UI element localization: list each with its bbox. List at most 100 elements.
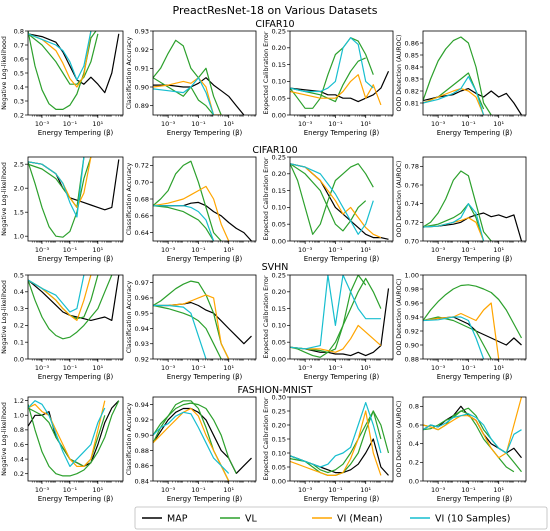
panel-cifar100-expected-calibration-error-line-vi-mean-1	[290, 163, 382, 239]
panel-fashion-mnist-expected-calibration-error-series	[290, 402, 390, 476]
panel-cifar100-ood-detection-auroc-frame	[422, 156, 527, 242]
panel-svhn-expected-calibration-error-ytick-label: 0.20	[272, 288, 286, 296]
panel-cifar10-classification-accuracy-ytick-label: 0.90	[135, 83, 149, 91]
panel-cifar100-expected-calibration-error-ytick-label: 0.20	[272, 170, 286, 178]
panel-cifar100-ood-detection-auroc-xlabel: Energy Tempering (β)	[437, 255, 513, 263]
row-title-cifar10: CIFAR10	[255, 19, 294, 30]
panel-cifar100-expected-calibration-error-ytick-label: 0.00	[272, 237, 286, 245]
panel-fashion-mnist-classification-accuracy-xtick-label: 10¹	[223, 486, 234, 494]
panel-fashion-mnist-expected-calibration-error-xtick-label: 10¹	[360, 486, 371, 494]
legend-frame	[134, 506, 548, 530]
panel-fashion-mnist-expected-calibration-error-xtick-label: 10⁻³	[298, 486, 313, 494]
panel-fashion-mnist-expected-calibration-error-line-vi-10-samples-1	[290, 402, 382, 468]
panel-fashion-mnist-classification-accuracy-ylabel: Classification Accuracy	[126, 403, 133, 476]
panel-cifar10-ood-detection-auroc-ytick-label: 0.83	[405, 75, 419, 83]
panel-cifar10-classification-accuracy-ytick-label: 0.92	[135, 46, 149, 54]
panel-cifar100-expected-calibration-error-ytick-label: 0.10	[272, 204, 286, 212]
panel-cifar100-ood-detection-auroc-ytick-label: 0.70	[405, 237, 419, 245]
panel-cifar10-negative-log-likelihood-ylabel: Negative Log-likelihood	[1, 36, 8, 110]
panel-fashion-mnist-classification-accuracy-ytick-label: 0.94	[135, 401, 149, 409]
panel-cifar100-classification-accuracy-line-vl-2	[153, 205, 215, 241]
panel-cifar10-negative-log-likelihood-xtick-label: 10⁻³	[35, 120, 50, 128]
panel-cifar10-expected-calibration-error-series	[290, 37, 390, 109]
panel-cifar10-negative-log-likelihood: 10⁻³ 10⁻¹ 10¹ 0.2 0.3 0.4 0.5 0.6 0.7 0.8 Energy T…	[1, 27, 124, 137]
panel-fashion-mnist-negative-log-likelihood-xtick-label: 10⁻¹	[63, 486, 78, 494]
panel-svhn-negative-log-likelihood-series	[28, 275, 120, 340]
panel-fashion-mnist-negative-log-likelihood: 10⁻³ 10⁻¹ 10¹ 0.2 0.4 0.6 0.8 1.0 1.2 Energy Temp…	[1, 396, 124, 503]
panel-svhn-negative-log-likelihood-xtick-label: 10¹	[92, 364, 103, 372]
panel-fashion-mnist-expected-calibration-error-ylabel: Expected Calibration Error	[263, 397, 270, 480]
panel-svhn-negative-log-likelihood-ylabel: Negative Log-likelihood	[1, 280, 8, 354]
panel-svhn-classification-accuracy-ytick-label: 0.97	[135, 279, 149, 287]
panel-fashion-mnist-negative-log-likelihood-xlabel: Energy Tempering (β)	[38, 495, 114, 503]
panel-cifar10-expected-calibration-error-ytick-label: 0.05	[272, 95, 286, 103]
panel-cifar10-negative-log-likelihood-line-vi-10-samples-1	[28, 31, 92, 81]
panel-cifar10-negative-log-likelihood-ytick-label: 0.3	[14, 97, 24, 105]
panel-svhn-classification-accuracy-ytick-label: 0.94	[135, 325, 149, 333]
panel-fashion-mnist-expected-calibration-error-line-vi-mean-1	[290, 410, 382, 476]
panel-cifar100-classification-accuracy-xlabel: Energy Tempering (β)	[167, 255, 243, 263]
panel-fashion-mnist-negative-log-likelihood-series	[28, 400, 120, 477]
panel-svhn-negative-log-likelihood-frame	[27, 274, 124, 360]
panel-fashion-mnist-classification-accuracy-line-vl-2	[153, 400, 230, 481]
panel-cifar100-negative-log-likelihood-ytick-label: 2.5	[14, 161, 24, 169]
panel-cifar10-ood-detection-auroc-xtick-label: 10¹	[493, 120, 504, 128]
panel-cifar100-ood-detection-auroc-ytick-label: 0.76	[405, 181, 419, 189]
panel-svhn-expected-calibration-error-line-vl-1	[290, 277, 382, 358]
panel-cifar100-negative-log-likelihood: 10⁻³ 10⁻¹ 10¹ 1.0 1.5 2.0 2.5 Energy Tempering …	[1, 156, 124, 263]
panel-fashion-mnist-ood-detection-auroc-ytick-label: 0.2	[409, 459, 419, 467]
panel-svhn-negative-log-likelihood-ytick-label: 0.2	[14, 322, 24, 330]
panel-cifar100-classification-accuracy-ytick-label: 0.70	[135, 179, 149, 187]
panel-cifar100-ood-detection-auroc-line-vl-1	[423, 170, 492, 241]
panel-cifar10-ood-detection-auroc-xlabel: Energy Tempering (β)	[437, 129, 513, 137]
panel-cifar10-expected-calibration-error-xtick-label: 10¹	[360, 120, 371, 128]
panel-cifar100-expected-calibration-error-xtick-label: 10⁻¹	[328, 246, 343, 254]
panel-fashion-mnist-classification-accuracy-ytick-label: 0.92	[135, 416, 149, 424]
panel-fashion-mnist-expected-calibration-error-ytick-label: 0.15	[272, 435, 286, 443]
panel-svhn-ood-detection-auroc-ytick-label: 0.98	[405, 285, 419, 293]
panel-cifar10-expected-calibration-error-line-vi-mean-1	[290, 74, 382, 106]
panel-cifar10-classification-accuracy-xtick-label: 10⁻¹	[191, 120, 206, 128]
panel-svhn-expected-calibration-error-ytick-label: 0.25	[272, 271, 286, 279]
panel-cifar100-ood-detection-auroc-xtick-label: 10⁻¹	[461, 246, 476, 254]
panels: 10⁻³ 10⁻¹ 10¹ 0.2 0.3 0.4 0.5 0.6 0.7 0.8 Energy T…	[1, 27, 527, 503]
panel-cifar100-expected-calibration-error-ytick-label: 0.15	[272, 187, 286, 195]
panel-fashion-mnist-classification-accuracy-ytick-label: 0.84	[135, 477, 149, 485]
panel-fashion-mnist-negative-log-likelihood-line-vi-10-samples-1	[28, 400, 106, 467]
panel-fashion-mnist-ood-detection-auroc-xtick-label: 10¹	[493, 486, 504, 494]
panel-cifar10-negative-log-likelihood-xtick-label: 10⁻¹	[63, 120, 78, 128]
panel-cifar100-classification-accuracy: 10⁻³ 10⁻¹ 10¹ 0.64 0.66 0.68 0.70 0.72 Energy Te…	[126, 156, 257, 263]
panel-svhn-negative-log-likelihood-xtick-label: 10⁻³	[35, 364, 50, 372]
panel-cifar100-classification-accuracy-ytick-label: 0.72	[135, 162, 149, 170]
panel-fashion-mnist-ood-detection-auroc: 10⁻³ 10⁻¹ 10¹ 0.0 0.2 0.4 0.6 0.8 Energy Temperi…	[396, 396, 527, 503]
panel-fashion-mnist-negative-log-likelihood-xtick-label: 10¹	[92, 486, 103, 494]
panel-cifar100-expected-calibration-error-xtick-label: 10¹	[360, 246, 371, 254]
panel-svhn-expected-calibration-error-ylabel: Expected Calibration Error	[263, 275, 270, 358]
panel-cifar100-classification-accuracy-line-map-1	[153, 201, 252, 241]
panel-svhn-negative-log-likelihood-ytick-label: 0.4	[14, 288, 24, 296]
panel-fashion-mnist-classification-accuracy-frame	[152, 396, 257, 482]
panel-cifar10-negative-log-likelihood-ytick-label: 0.2	[14, 111, 24, 119]
panel-fashion-mnist-negative-log-likelihood-frame	[27, 396, 124, 482]
panel-fashion-mnist-negative-log-likelihood-ytick-label: 0.6	[14, 441, 24, 449]
panel-cifar10-expected-calibration-error-ylabel: Expected Calibration Error	[263, 31, 270, 114]
panel-svhn-expected-calibration-error-frame	[289, 274, 394, 360]
panel-cifar10-classification-accuracy-line-map-1	[153, 77, 245, 115]
panel-cifar10-classification-accuracy-xtick-label: 10⁻³	[161, 120, 176, 128]
panel-svhn-classification-accuracy-ytick-label: 0.92	[135, 355, 149, 363]
panel-cifar100-classification-accuracy-xtick-label: 10⁻³	[161, 246, 176, 254]
panel-cifar100-negative-log-likelihood-xlabel: Energy Tempering (β)	[38, 255, 114, 263]
panel-cifar10-ood-detection-auroc-ytick-label: 0.81	[405, 99, 419, 107]
panel-fashion-mnist-classification-accuracy-ytick-label: 0.90	[135, 431, 149, 439]
panel-svhn-ood-detection-auroc-ytick-label: 0.92	[405, 327, 419, 335]
panel-cifar10-expected-calibration-error-line-vl-1	[290, 37, 374, 109]
panel-fashion-mnist-ood-detection-auroc-ytick-label: 0.4	[409, 440, 419, 448]
panel-cifar10-classification-accuracy-line-vl-2	[153, 77, 215, 115]
panel-cifar10-ood-detection-auroc: 10⁻³ 10⁻¹ 10¹ 0.81 0.82 0.83 0.84 0.85 0.86 Energ…	[396, 30, 527, 137]
panel-svhn-negative-log-likelihood-line-vl-1	[28, 275, 113, 340]
panel-fashion-mnist-classification-accuracy-line-vi-10-samples-1	[153, 411, 230, 474]
panel-cifar10-expected-calibration-error-xtick-label: 10⁻³	[298, 120, 313, 128]
panel-cifar10-negative-log-likelihood-line-vi-mean-1	[28, 31, 92, 88]
panel-fashion-mnist-negative-log-likelihood-ytick-label: 1.2	[14, 397, 24, 405]
panel-cifar100-ood-detection-auroc-line-vi-10-samples-1	[423, 203, 485, 241]
